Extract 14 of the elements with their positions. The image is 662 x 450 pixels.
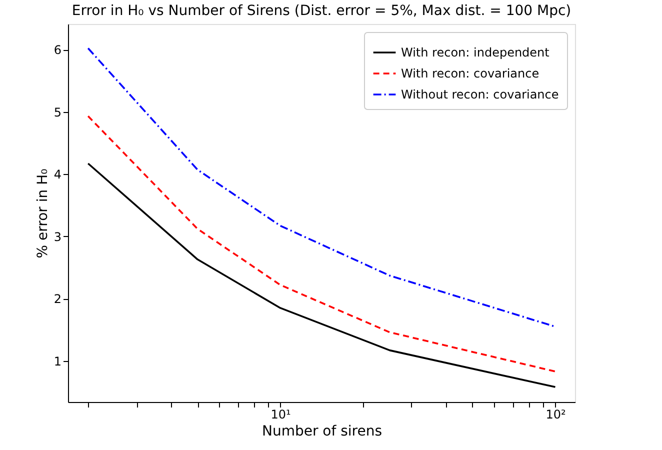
y-tick-label: 5 — [54, 105, 62, 120]
x-tick-label: 10¹ — [270, 408, 292, 422]
x-tick-label: 10² — [546, 408, 566, 422]
chart-title: Error in H₀ vs Number of Sirens (Dist. error = 5%, Max dist. = 100 Mpc) — [72, 3, 572, 19]
y-axis-title: % error in H₀ — [34, 168, 51, 258]
legend-label: Without recon: covariance — [401, 88, 559, 102]
x-axis-title: Number of sirens — [262, 424, 382, 440]
y-tick-label: 2 — [54, 292, 62, 306]
legend-label: With recon: covariance — [401, 66, 540, 80]
y-tick-label: 6 — [54, 43, 62, 58]
y-tick-label: 4 — [54, 168, 62, 182]
legend-label: With recon: independent — [401, 46, 550, 60]
y-tick-label: 3 — [54, 230, 62, 244]
y-tick-label: 1 — [54, 354, 62, 368]
